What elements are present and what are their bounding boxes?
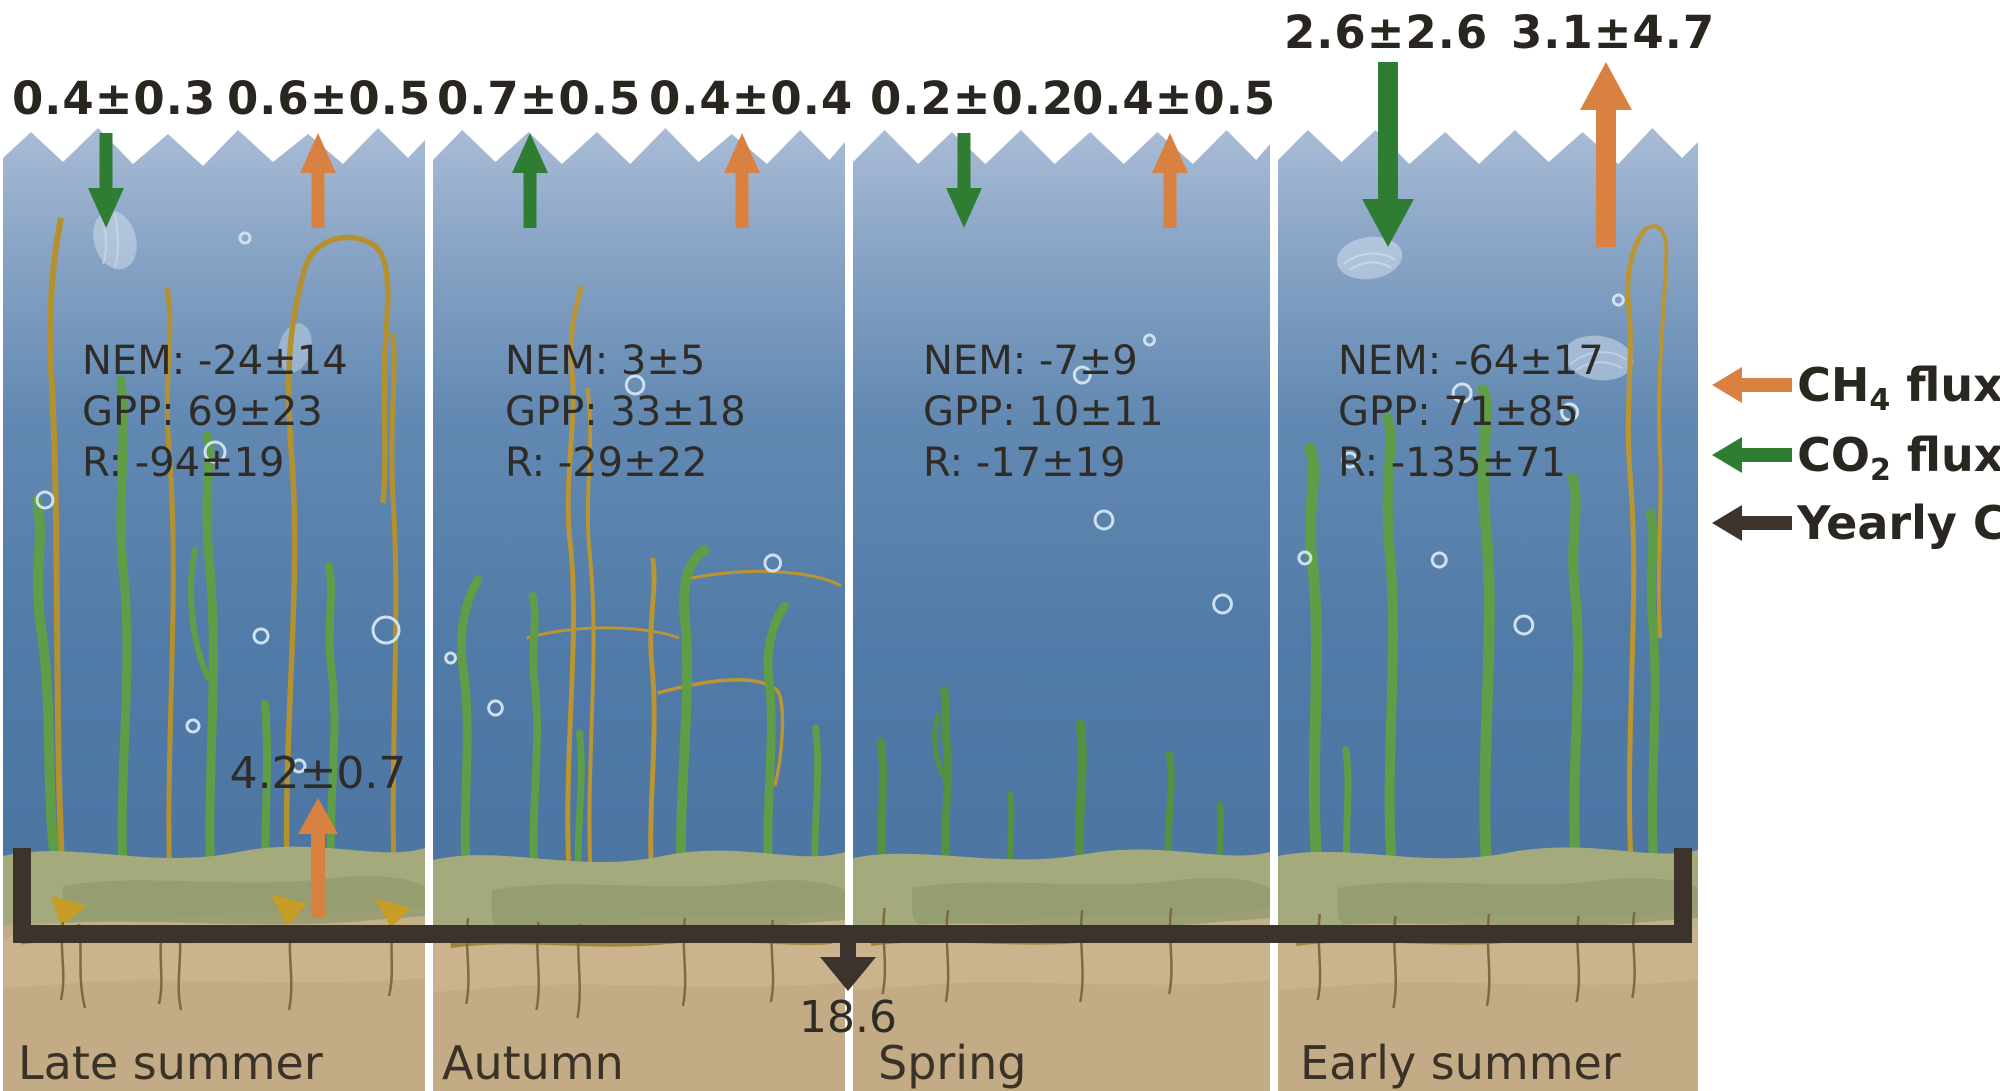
underwater-scene-autumn	[433, 128, 845, 1091]
legend-label-co2: CO2 flux	[1797, 428, 2000, 488]
metrics-early-summer: NEM: -64±17 GPP: 71±85 R: -135±71	[1338, 336, 1604, 489]
nem-value: NEM: -64±17	[1338, 338, 1604, 384]
ch4-flux-up-arrow-icon	[300, 133, 336, 228]
bubbles	[1297, 293, 1625, 636]
bubbles	[444, 374, 783, 717]
jellyfish-icon	[93, 210, 312, 373]
legend-row-co2: CO2 flux	[1712, 428, 2000, 488]
season-label-early-summer: Early summer	[1300, 1036, 1621, 1090]
panel-spring: Spring	[853, 118, 1270, 1091]
bubbles	[35, 231, 401, 774]
panel-early-summer: Early summer	[1278, 118, 1698, 1091]
gpp-value: GPP: 71±85	[1338, 389, 1579, 435]
nem-value: NEM: -7±9	[923, 338, 1138, 384]
eelgrass-blades	[32, 375, 339, 902]
co2-flux-down-arrow-icon-large	[1362, 62, 1414, 247]
underwater-scene-early-summer	[1278, 128, 1698, 1091]
dead-eelgrass-strands	[47, 217, 399, 909]
co2-flux-value-autumn: 0.7±0.5	[437, 72, 642, 125]
ch4-flux-up-arrow-icon-large	[1580, 62, 1632, 247]
gpp-value: GPP: 69±23	[82, 389, 323, 435]
metrics-spring: NEM: -7±9 GPP: 10±11 R: -17±19	[923, 336, 1164, 489]
metrics-autumn: NEM: 3±5 GPP: 33±18 R: -29±22	[505, 336, 746, 489]
sediment-ch4-flux-value: 4.2±0.7	[229, 748, 407, 799]
underwater-scene-spring	[853, 130, 1270, 1091]
underwater-scene-late-summer	[3, 128, 425, 1091]
gpp-value: GPP: 33±18	[505, 389, 746, 435]
ch4-left-arrow-icon	[1712, 367, 1792, 403]
metrics-late-summer: NEM: -24±14 GPP: 69±23 R: -94±19	[82, 336, 348, 489]
co2-left-arrow-icon	[1712, 437, 1792, 473]
bubbles	[1072, 333, 1233, 615]
season-label-spring: Spring	[878, 1036, 1027, 1090]
nem-value: NEM: -24±14	[82, 338, 348, 384]
co2-flux-value-early-summer: 2.6±2.6	[1284, 6, 1489, 59]
yearly-ca-left-arrow-icon	[1712, 505, 1792, 541]
ch4-flux-value-late-summer: 0.6±0.5	[227, 72, 432, 125]
r-value: R: -135±71	[1338, 440, 1566, 486]
legend-label-ch4: CH4 flux	[1797, 358, 2000, 418]
co2-flux-down-arrow-icon	[88, 133, 124, 228]
ch4-flux-up-arrow-icon	[1152, 133, 1188, 228]
dead-eelgrass-strands	[1625, 224, 1669, 871]
jellyfish-icon	[1336, 236, 1634, 381]
legend-label-yearly-ca: Yearly CA	[1797, 496, 2000, 550]
ch4-flux-up-arrow-icon	[724, 133, 760, 228]
gpp-value: GPP: 10±11	[923, 389, 1164, 435]
legend-row-yearly-ca: Yearly CA	[1712, 496, 2000, 556]
legend-row-ch4: CH4 flux	[1712, 358, 2000, 418]
panel-autumn: Autumn	[433, 118, 845, 1091]
panel-late-summer: Late summer	[3, 118, 425, 1091]
ch4-flux-value-early-summer: 3.1±4.7	[1511, 6, 1716, 59]
yearly-ca-value: 18.6	[799, 992, 897, 1043]
sediment-ch4-up-arrow-icon	[298, 798, 338, 918]
r-value: R: -94±19	[82, 440, 285, 486]
co2-flux-up-arrow-icon	[512, 133, 548, 228]
season-label-late-summer: Late summer	[18, 1036, 323, 1090]
co2-flux-down-arrow-icon	[946, 133, 982, 228]
co2-flux-value-spring: 0.2±0.2	[870, 72, 1075, 125]
nem-value: NEM: 3±5	[505, 338, 706, 384]
r-value: R: -17±19	[923, 440, 1126, 486]
ch4-flux-value-autumn: 0.4±0.4	[649, 72, 854, 125]
r-value: R: -29±22	[505, 440, 708, 486]
co2-flux-value-late-summer: 0.4±0.3	[12, 72, 217, 125]
season-label-autumn: Autumn	[442, 1036, 624, 1090]
ch4-flux-value-spring: 0.4±0.5	[1072, 72, 1277, 125]
eelgrass-blades	[1304, 384, 1660, 881]
